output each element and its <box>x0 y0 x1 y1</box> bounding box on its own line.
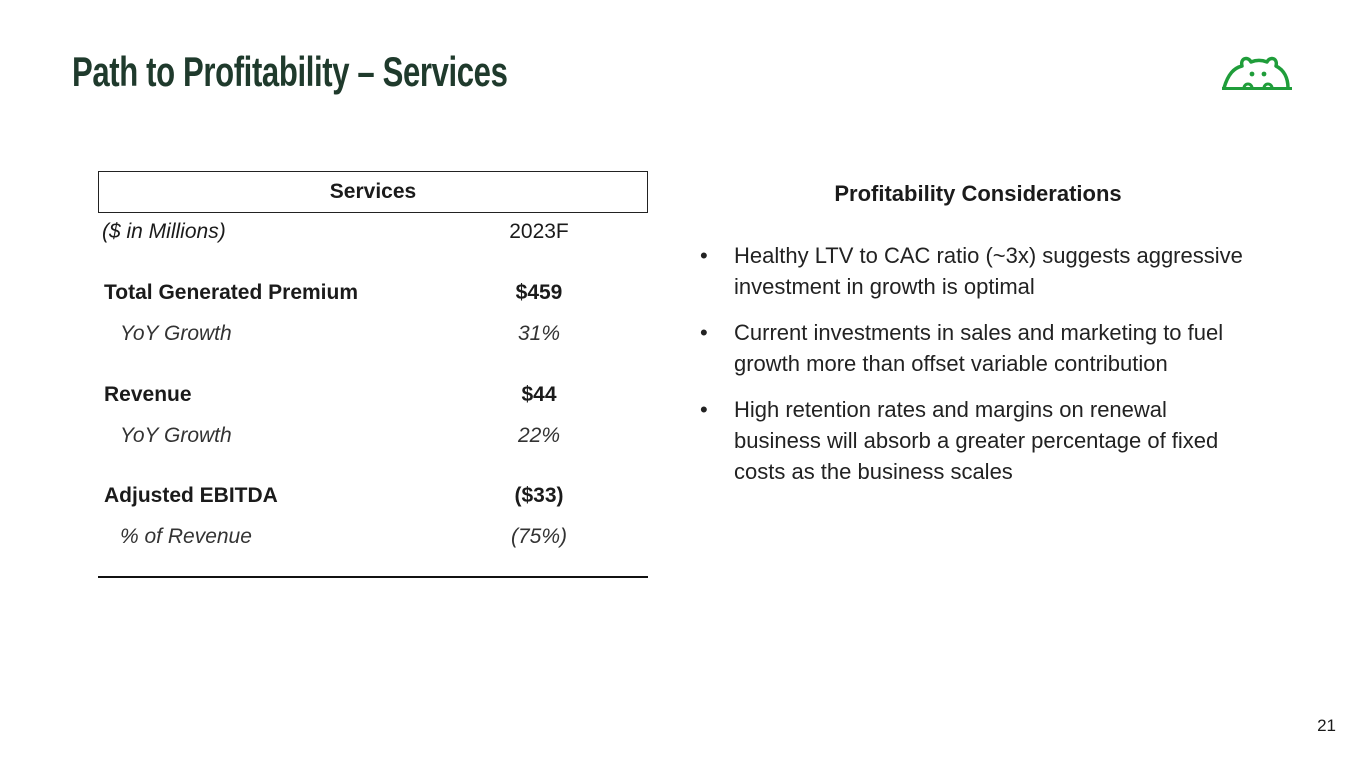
row-label: Revenue <box>104 383 192 406</box>
row-value: $459 <box>515 281 563 304</box>
section-title: Profitability Considerations <box>834 181 1122 206</box>
row-label: Adjusted EBITDA <box>104 484 278 507</box>
row-label: YoY Growth <box>120 322 232 345</box>
table-title: Services <box>98 171 648 213</box>
row-label: YoY Growth <box>120 424 232 447</box>
row-label: Total Generated Premium <box>104 281 359 304</box>
logo <box>1222 56 1292 90</box>
column-header: 2023F <box>509 220 569 243</box>
row-value: (75%) <box>510 525 568 548</box>
row-value: 22% <box>517 424 561 447</box>
page-number: 21 <box>1317 716 1336 735</box>
row-label: % of Revenue <box>120 525 252 548</box>
row-value: 31% <box>517 322 561 345</box>
bullet: Healthy LTV to CAC ratio (~3x) suggests … <box>700 240 1248 302</box>
table-rule <box>98 576 648 578</box>
column-header: ($ in Millions) <box>102 220 226 243</box>
bullet-list: Healthy LTV to CAC ratio (~3x) suggests … <box>700 240 1248 502</box>
bullet: Current investments in sales and marketi… <box>700 317 1248 379</box>
row-value: $44 <box>521 383 557 406</box>
slide-title: Path to Profitability – Services <box>72 48 508 95</box>
row-value: ($33) <box>514 484 564 507</box>
bullet: High retention rates and margins on rene… <box>700 394 1248 487</box>
